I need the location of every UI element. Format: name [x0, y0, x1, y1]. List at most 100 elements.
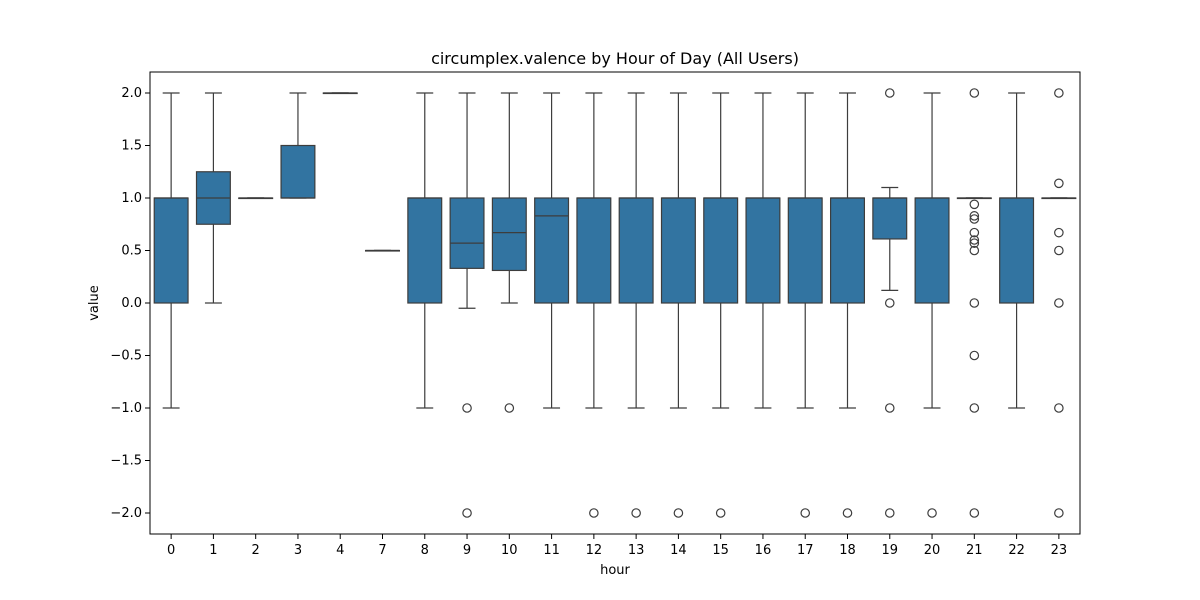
plot-area	[153, 88, 1077, 518]
outlier-point	[884, 508, 895, 518]
outlier-point	[673, 508, 684, 518]
iqr-box	[745, 197, 781, 304]
outlier-point	[969, 235, 980, 245]
x-tick-label: 3	[294, 543, 302, 558]
box-hour-14	[660, 92, 696, 518]
outlier-point	[969, 88, 980, 98]
box-hour-12	[576, 92, 612, 518]
box-hour-2	[238, 197, 274, 200]
box-hour-3	[280, 92, 316, 199]
iqr-box	[872, 197, 908, 240]
outlier-point	[969, 214, 980, 224]
outlier-point	[969, 298, 980, 308]
iqr-box	[660, 197, 696, 304]
box-hour-22	[999, 92, 1035, 409]
outlier-point	[969, 238, 980, 248]
x-tick-label: 4	[336, 543, 344, 558]
iqr-box	[787, 197, 823, 304]
y-tick-label: 2.0	[121, 86, 142, 101]
y-tick-label: −1.0	[110, 401, 142, 416]
iqr-box	[829, 197, 866, 304]
x-tick-label: 12	[586, 543, 603, 558]
outlier-point	[1054, 403, 1064, 413]
outlier-point	[1054, 227, 1064, 238]
iqr-box	[449, 197, 485, 269]
y-axis-label: value	[87, 285, 102, 321]
iqr-box	[534, 197, 570, 304]
outlier-point	[927, 508, 937, 518]
outlier-point	[969, 199, 980, 210]
outlier-point	[842, 508, 853, 518]
x-tick-label: 10	[501, 543, 518, 558]
box-hour-9	[449, 92, 485, 518]
box-hour-17	[787, 92, 823, 518]
y-axis: 2.0 1.5 1.0 0.5 0.0 −0.5 −1.0 −1.5 −2.0	[110, 86, 150, 521]
iqr-box	[280, 144, 316, 199]
outlier-point	[1054, 178, 1064, 189]
outlier-point	[969, 227, 980, 238]
outlier-point	[715, 508, 726, 518]
outlier-point	[1054, 245, 1064, 256]
outlier-point	[884, 298, 895, 308]
x-tick-label: 7	[378, 543, 386, 558]
x-tick-label: 0	[167, 543, 175, 558]
x-tick-label: 15	[712, 543, 729, 558]
box-hour-15	[703, 92, 739, 518]
y-tick-label: 0.0	[121, 296, 142, 311]
box-hour-19	[872, 88, 908, 518]
x-tick-label: 22	[1008, 543, 1025, 558]
x-axis-label: hour	[600, 563, 630, 578]
x-tick-label: 8	[421, 543, 429, 558]
x-tick-label: 17	[797, 543, 814, 558]
y-tick-label: −2.0	[110, 506, 142, 521]
outlier-point	[589, 508, 599, 518]
outlier-point	[969, 245, 980, 256]
x-tick-label: 20	[924, 543, 941, 558]
iqr-box	[407, 197, 443, 304]
x-tick-label: 18	[839, 543, 856, 558]
iqr-box	[703, 197, 739, 304]
chart-title: circumplex.valence by Hour of Day (All U…	[431, 49, 799, 68]
x-axis: 0 1 2 3 4 7 8 9 10 11 12 13 14 15 16 17 18 19 20 21 22 23	[167, 534, 1067, 558]
x-tick-label: 13	[628, 543, 645, 558]
box-hour-16	[745, 92, 781, 409]
x-tick-label: 1	[209, 543, 217, 558]
outlier-point	[1054, 508, 1064, 518]
box-hour-7	[364, 249, 401, 252]
box-hour-18	[829, 92, 866, 518]
x-tick-label: 2	[252, 543, 260, 558]
outlier-point	[1054, 88, 1064, 98]
outlier-point	[462, 403, 472, 413]
y-tick-label: 1.0	[121, 191, 142, 206]
box-hour-20	[914, 92, 950, 518]
iqr-box	[618, 197, 654, 304]
outlier-point	[884, 403, 895, 413]
iqr-box	[576, 197, 612, 304]
outlier-point	[969, 403, 980, 413]
x-tick-label: 16	[755, 543, 772, 558]
x-tick-label: 19	[881, 543, 898, 558]
outlier-point	[969, 211, 980, 221]
outlier-point	[1054, 298, 1064, 308]
box-hour-0	[153, 92, 189, 409]
x-tick-label: 14	[670, 543, 687, 558]
iqr-box	[491, 197, 527, 272]
outlier-point	[969, 508, 980, 518]
outlier-point	[504, 403, 515, 413]
x-tick-label: 9	[463, 543, 471, 558]
y-tick-label: 1.5	[121, 139, 142, 154]
x-tick-label: 23	[1051, 543, 1068, 558]
x-tick-label: 21	[966, 543, 983, 558]
y-tick-label: 0.5	[121, 244, 142, 259]
outlier-point	[800, 508, 811, 518]
y-tick-label: −1.5	[110, 454, 142, 469]
y-tick-label: −0.5	[110, 349, 142, 364]
iqr-box	[999, 197, 1035, 304]
iqr-box	[914, 197, 950, 304]
iqr-box	[153, 197, 189, 304]
box-hour-11	[534, 92, 570, 409]
box-hour-1	[195, 92, 231, 304]
outlier-point	[462, 508, 472, 518]
outlier-point	[969, 350, 980, 361]
box-hour-23	[1041, 88, 1077, 518]
